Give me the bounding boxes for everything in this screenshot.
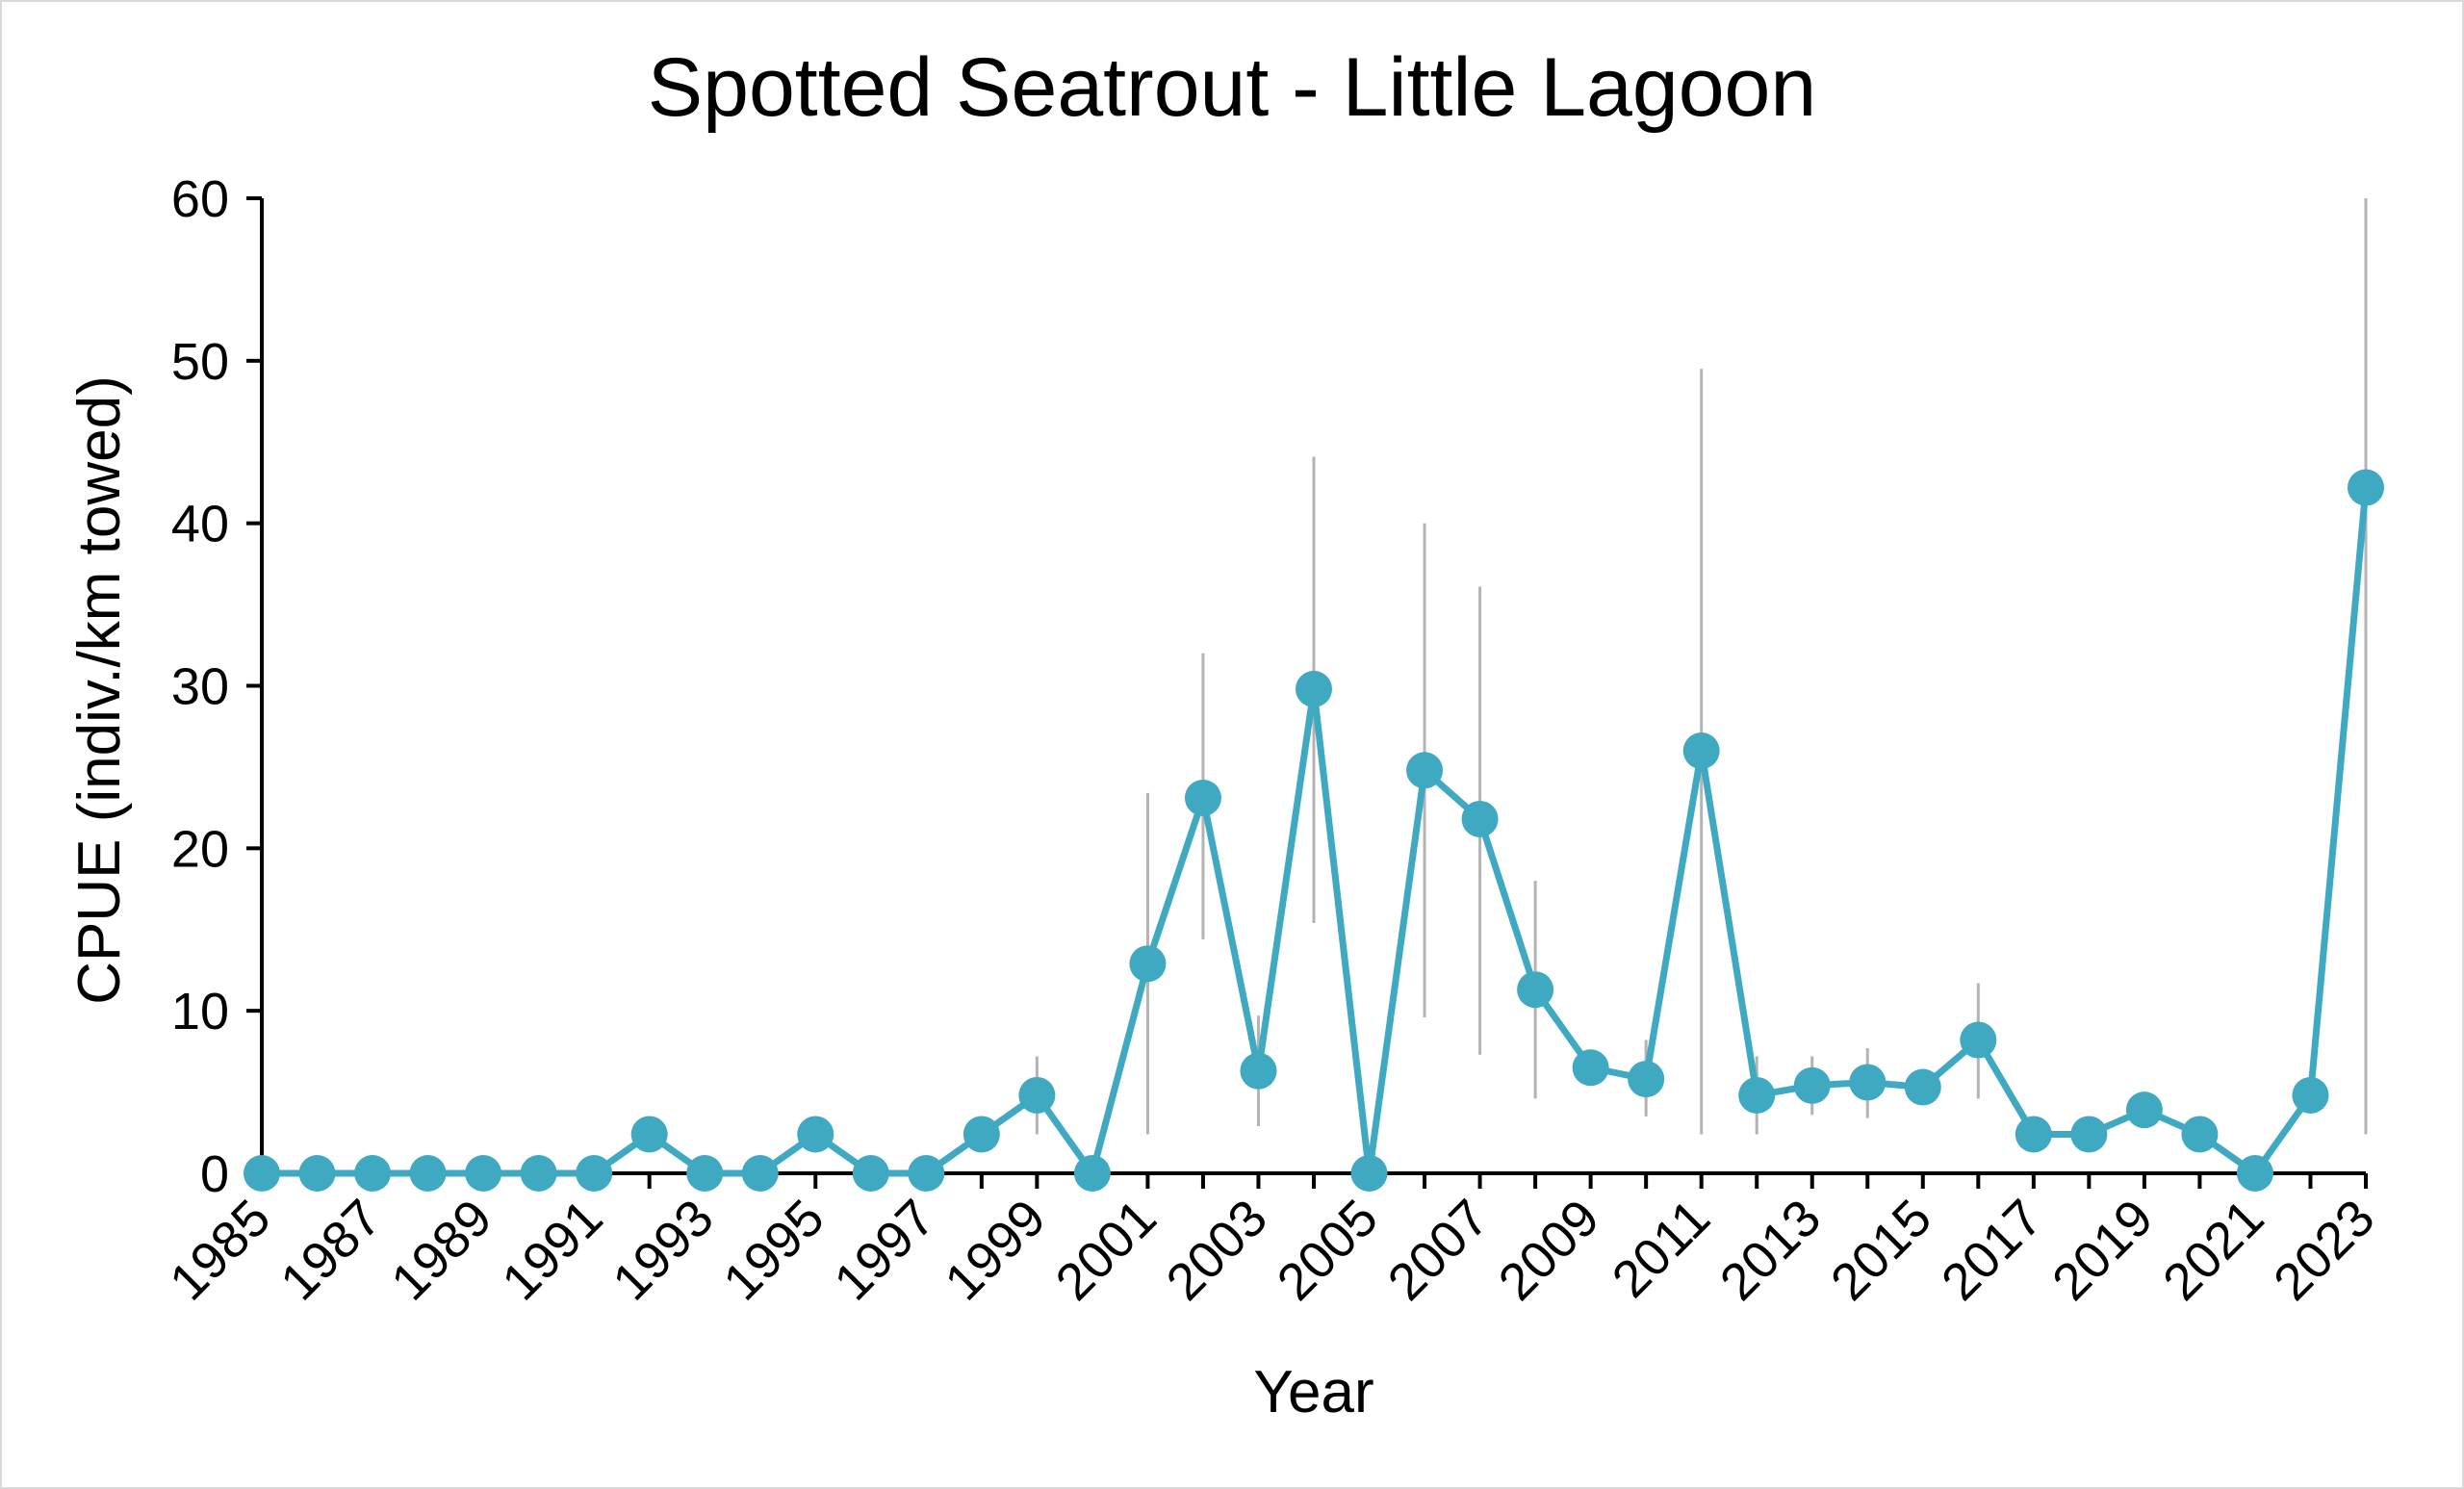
y-tick-label: 40 [171, 496, 229, 553]
data-point [2292, 1076, 2329, 1114]
y-axis-title: CPUE (indiv./km towed) [66, 375, 133, 1004]
data-point [2348, 469, 2384, 506]
data-point [1849, 1064, 1886, 1101]
y-tick-label: 20 [171, 820, 229, 878]
data-point [1461, 800, 1499, 837]
data-point [1793, 1066, 1831, 1104]
data-point [1628, 1061, 1665, 1098]
data-point [2181, 1116, 2219, 1153]
x-tick-label: 2003 [1156, 1189, 1278, 1311]
data-point [1129, 945, 1167, 983]
x-tick-label: 2001 [1045, 1189, 1168, 1311]
data-point [1296, 670, 1332, 707]
x-tick-label: 2007 [1377, 1189, 1500, 1311]
data-point [1517, 971, 1554, 1009]
x-tick-label: 2011 [1602, 1189, 1722, 1309]
x-tick-label: 1989 [380, 1189, 502, 1311]
data-point [1738, 1076, 1776, 1114]
data-point [1960, 1021, 1997, 1059]
data-point [520, 1155, 557, 1192]
x-tick-label: 2017 [1931, 1189, 2053, 1311]
data-point [2125, 1091, 2163, 1129]
x-tick-label: 2019 [2041, 1189, 2164, 1311]
data-point [1572, 1049, 1609, 1087]
data-point [465, 1155, 502, 1192]
data-point [686, 1155, 724, 1192]
data-point [908, 1155, 945, 1192]
x-tick-label: 1995 [712, 1189, 834, 1311]
data-point [852, 1155, 889, 1192]
data-point [2070, 1116, 2108, 1153]
chart-title: Spotted Seatrout - Little Lagoon [648, 41, 1816, 134]
x-tick-label: 1991 [491, 1189, 613, 1311]
error-bars [1035, 198, 2368, 1135]
data-point [1406, 752, 1444, 789]
x-tick-label: 2021 [2152, 1189, 2274, 1311]
y-tick-label: 30 [171, 658, 229, 716]
x-tick-label: 1985 [159, 1189, 281, 1311]
data-point [2015, 1116, 2052, 1153]
y-tick-label: 10 [171, 983, 229, 1040]
x-tick-labels: 1985198719891991199319951997199920012003… [159, 1189, 2385, 1311]
data-point [1240, 1052, 1277, 1090]
data-points [244, 469, 2384, 1192]
data-point [1018, 1076, 1056, 1114]
data-point [1184, 779, 1221, 816]
y-tick-label: 50 [171, 333, 229, 391]
x-tick-label: 1987 [270, 1189, 392, 1311]
data-point [2236, 1155, 2273, 1192]
data-point [962, 1116, 1000, 1153]
y-tick-label: 0 [200, 1145, 229, 1203]
x-tick-label: 2009 [1488, 1189, 1610, 1311]
y-tick-labels: 0 10 20 30 40 50 60 [171, 170, 229, 1203]
data-point [354, 1155, 392, 1192]
data-point [298, 1155, 336, 1192]
x-axis-title: Year [1253, 1359, 1373, 1425]
data-point [1904, 1068, 1941, 1106]
x-tick-label: 2013 [1709, 1189, 1832, 1311]
data-point [1682, 732, 1720, 770]
data-point [244, 1155, 280, 1192]
y-tick-label: 60 [171, 170, 229, 228]
x-tick-label: 1997 [823, 1189, 945, 1311]
x-tick-label: 2005 [1267, 1189, 1389, 1311]
x-tick-label: 2023 [2263, 1189, 2385, 1311]
data-point [630, 1116, 668, 1153]
data-point [576, 1155, 613, 1192]
data-point [741, 1155, 779, 1192]
x-tick-label: 1999 [934, 1189, 1056, 1311]
data-point [1073, 1155, 1111, 1192]
data-point [1350, 1155, 1388, 1192]
x-tick-label: 2015 [1820, 1189, 1942, 1311]
data-point [409, 1155, 447, 1192]
data-point [797, 1116, 834, 1153]
x-tick-label: 1993 [602, 1189, 724, 1311]
